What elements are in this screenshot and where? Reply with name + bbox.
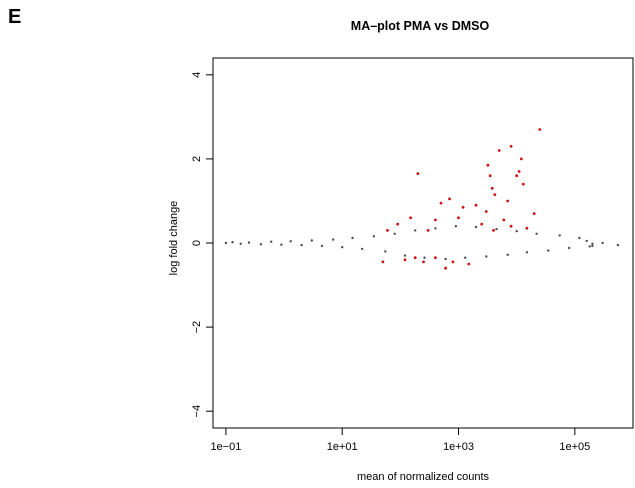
- data-point: [464, 257, 466, 259]
- data-point: [444, 258, 446, 260]
- y-tick-label: 4: [191, 72, 203, 78]
- data-point: [568, 247, 570, 249]
- data-point: [485, 255, 487, 257]
- data-point: [404, 254, 406, 256]
- significant-point: [448, 198, 451, 201]
- data-point: [434, 227, 436, 229]
- significant-point: [475, 204, 478, 207]
- data-point: [240, 243, 242, 245]
- data-point: [300, 244, 302, 246]
- significant-point: [506, 200, 509, 203]
- data-point: [507, 254, 509, 256]
- significant-point: [485, 210, 488, 213]
- significant-point: [434, 256, 437, 259]
- data-point: [225, 242, 227, 244]
- significant-point: [538, 128, 541, 131]
- significant-point: [457, 216, 460, 219]
- data-point: [290, 240, 292, 242]
- significant-point: [498, 149, 501, 152]
- significant-point: [502, 219, 505, 222]
- data-point: [547, 249, 549, 251]
- significant-point: [462, 206, 465, 209]
- data-point: [526, 251, 528, 253]
- data-point: [270, 241, 272, 243]
- data-point: [280, 244, 282, 246]
- significant-point: [515, 174, 518, 177]
- x-axis: 1e−01 1e+01 1e+03 1e+05: [210, 428, 590, 453]
- significant-point: [417, 172, 420, 175]
- x-tick-label: 1e+01: [327, 441, 358, 453]
- significant-point: [491, 187, 494, 190]
- points-layer: [225, 128, 619, 270]
- data-point: [373, 235, 375, 237]
- data-point: [248, 241, 250, 243]
- significant-point: [526, 227, 529, 230]
- data-point: [516, 230, 518, 232]
- significant-point: [414, 256, 417, 259]
- significant-point: [452, 261, 455, 264]
- significant-point: [382, 261, 385, 264]
- data-point: [578, 237, 580, 239]
- x-tick-label: 1e+05: [559, 441, 590, 453]
- x-tick-label: 1e−01: [210, 441, 241, 453]
- data-point: [231, 241, 233, 243]
- data-point: [601, 242, 603, 244]
- significant-point: [493, 193, 496, 196]
- significant-point: [480, 223, 483, 226]
- x-axis-title: mean of normalized counts: [357, 471, 490, 483]
- significant-point: [440, 202, 443, 205]
- significant-point: [487, 164, 490, 167]
- chart-title: MA–plot PMA vs DMSO: [351, 19, 490, 33]
- significant-point: [520, 158, 523, 161]
- significant-point: [386, 229, 389, 232]
- significant-point: [427, 229, 430, 232]
- y-tick-label: 2: [191, 156, 203, 162]
- significant-point: [533, 212, 536, 215]
- data-point: [423, 257, 425, 259]
- data-point: [394, 233, 396, 235]
- y-axis-title: log fold change: [168, 201, 180, 276]
- data-point: [591, 245, 593, 247]
- data-point: [260, 243, 262, 245]
- data-point: [384, 250, 386, 252]
- significant-point: [518, 170, 521, 173]
- y-tick-label: 0: [191, 240, 203, 246]
- data-point: [589, 245, 591, 247]
- data-point: [495, 228, 497, 230]
- data-point: [591, 243, 593, 245]
- data-point: [311, 239, 313, 241]
- plot-frame: [213, 58, 633, 428]
- data-point: [455, 225, 457, 227]
- data-point: [351, 237, 353, 239]
- significant-point: [444, 267, 447, 270]
- significant-point: [489, 174, 492, 177]
- significant-point: [396, 223, 399, 226]
- data-point: [475, 226, 477, 228]
- data-point: [341, 246, 343, 248]
- y-axis: −4 −2 0 2 4: [191, 72, 213, 418]
- significant-point: [522, 183, 525, 186]
- significant-point: [434, 219, 437, 222]
- x-tick-label: 1e+03: [443, 441, 474, 453]
- significant-point: [404, 258, 407, 261]
- significant-point: [510, 225, 513, 228]
- significant-point: [467, 263, 470, 266]
- y-tick-label: −2: [191, 321, 203, 334]
- data-point: [321, 245, 323, 247]
- data-point: [559, 234, 561, 236]
- y-tick-label: −4: [191, 405, 203, 418]
- data-point: [617, 244, 619, 246]
- data-point: [586, 240, 588, 242]
- data-point: [414, 229, 416, 231]
- significant-point: [492, 229, 495, 232]
- significant-point: [409, 216, 412, 219]
- data-point: [332, 238, 334, 240]
- data-point: [535, 233, 537, 235]
- significant-point: [510, 145, 513, 148]
- data-point: [361, 248, 363, 250]
- significant-point: [422, 261, 425, 264]
